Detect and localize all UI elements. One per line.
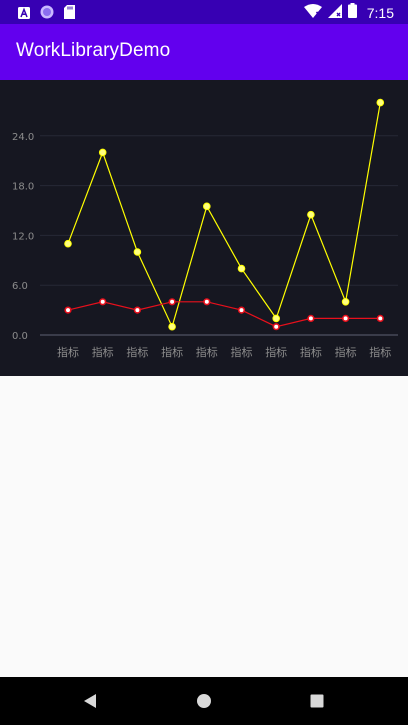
data-point <box>133 306 141 314</box>
x-tick-label: 指标 <box>92 345 114 359</box>
series-line <box>67 102 381 329</box>
data-point <box>237 264 246 273</box>
data-point <box>203 202 211 211</box>
sd-card-icon <box>64 4 75 23</box>
data-point <box>64 239 72 248</box>
series-1 <box>64 98 385 331</box>
back-icon[interactable] <box>83 693 97 713</box>
y-tick-label: 24.0 <box>12 132 34 143</box>
data-point <box>64 306 72 314</box>
battery-icon <box>347 3 357 22</box>
recents-icon[interactable] <box>310 693 324 712</box>
x-tick-label: 指标 <box>300 345 322 359</box>
data-point <box>98 148 107 157</box>
x-tick-label: 指标 <box>196 345 218 359</box>
data-point <box>168 322 176 331</box>
status-bar: 7:15 <box>0 0 408 24</box>
wifi-icon <box>303 3 322 22</box>
signal-icon <box>327 3 342 22</box>
chart-series <box>64 98 385 331</box>
x-tick-label: 指标 <box>265 345 287 359</box>
y-tick-label: 0.0 <box>12 331 28 342</box>
data-point <box>307 210 315 219</box>
data-point <box>272 314 281 323</box>
app-bar: WorkLibraryDemo <box>0 24 408 80</box>
home-icon[interactable] <box>196 693 212 713</box>
navigation-bar <box>0 677 408 725</box>
status-right-icons: 7:15 <box>303 3 394 22</box>
circle-notification-icon <box>40 4 54 23</box>
data-point <box>376 314 384 322</box>
x-tick-label: 指标 <box>126 345 148 359</box>
chart-canvas: 0.06.012.018.024.0 指标 指标 指标 指标 指标 指标 指标 指标 指标 指标 <box>12 98 398 359</box>
a-notification-icon <box>18 4 30 23</box>
y-tick-label: 18.0 <box>12 182 34 193</box>
data-point <box>168 298 176 306</box>
data-point <box>342 314 350 322</box>
data-point <box>99 298 107 306</box>
chart-grid <box>40 135 398 286</box>
data-point <box>341 298 350 306</box>
data-point <box>203 298 211 306</box>
app-title: WorkLibraryDemo <box>16 40 171 61</box>
data-point <box>307 314 315 322</box>
y-tick-label: 6.0 <box>12 281 28 292</box>
x-axis-ticks: 指标 指标 指标 指标 指标 指标 指标 指标 指标 指标 <box>57 345 391 359</box>
data-point <box>376 98 385 107</box>
x-tick-label: 指标 <box>231 345 253 359</box>
y-tick-label: 12.0 <box>12 231 34 242</box>
status-left-icons <box>18 4 75 23</box>
y-axis-ticks: 0.0 6.0 12.0 18.0 24.0 <box>12 132 34 342</box>
data-point <box>133 248 142 256</box>
x-tick-label: 指标 <box>161 345 183 359</box>
data-point <box>272 323 280 331</box>
status-time: 7:15 <box>366 4 394 21</box>
data-point <box>237 306 246 314</box>
x-tick-label: 指标 <box>369 345 391 359</box>
series-2 <box>64 298 384 331</box>
x-tick-label: 指标 <box>335 345 357 359</box>
series-line <box>67 301 381 328</box>
x-tick-label: 指标 <box>57 345 79 359</box>
line-chart: 0.0 6.0 12.0 18.0 24.0 指标 指标 指标 指标 指标 指标 指标 指标 指标 指标 <box>0 80 408 376</box>
